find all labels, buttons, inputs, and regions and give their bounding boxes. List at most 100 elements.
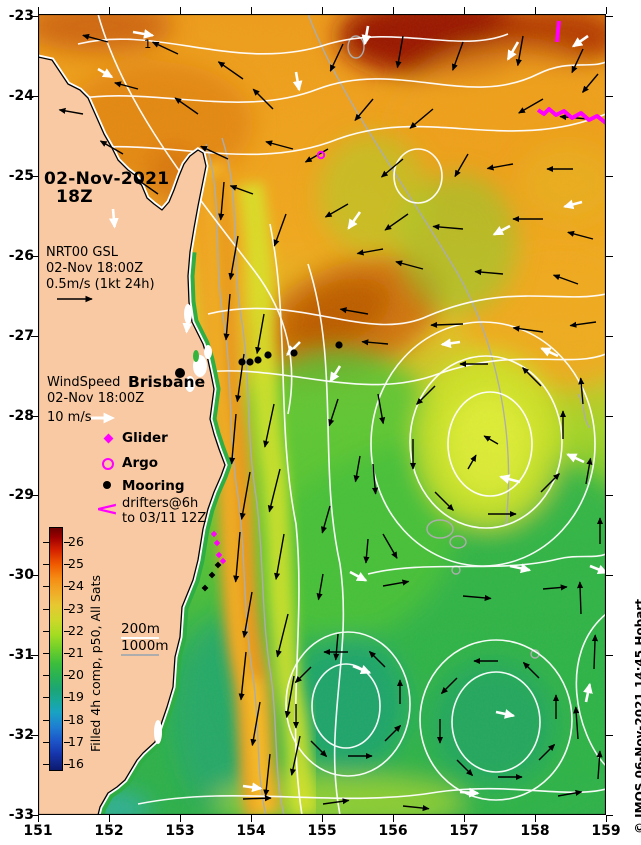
mooring-diamond-marker [201, 584, 209, 592]
gsl-time: 02-Nov 18:00Z [46, 261, 144, 276]
contour-value-label: 1 [144, 37, 152, 51]
plot-frame [37, 13, 607, 816]
wind-vector-arrow [97, 67, 114, 79]
colorbar-tick [64, 719, 70, 721]
current-vector-arrow [512, 325, 544, 333]
wind-vector-arrow [132, 29, 155, 39]
x-tick-top [464, 7, 465, 14]
x-tick-label: 154 [236, 823, 266, 839]
x-tick-top [606, 7, 607, 14]
y-tick-right [606, 735, 613, 737]
current-vector-arrow [474, 269, 504, 276]
drifter-streak [555, 20, 561, 43]
map-datetime-date: 02-Nov-2021 [44, 169, 170, 189]
current-vector-arrow [229, 185, 254, 195]
current-vector-arrow [316, 573, 324, 601]
current-vector-arrow [380, 158, 404, 178]
current-vector-arrow [585, 457, 593, 485]
colorbar-tick [43, 653, 49, 654]
gsl-scale: 0.5m/s (1kt 24h) [46, 277, 155, 292]
wind-vector-arrow [563, 199, 583, 210]
wind-vector-arrow [108, 208, 119, 229]
drifter-track [536, 107, 606, 125]
x-tick [606, 815, 607, 822]
y-tick-label: -28 [8, 407, 34, 424]
wind-vector-arrow [292, 71, 303, 92]
current-vector-arrow [250, 701, 261, 747]
wind-vector-arrow [492, 224, 511, 236]
y-tick-label: -30 [8, 567, 34, 584]
colorbar-tick-label: 26 [68, 534, 84, 549]
x-tick [464, 815, 465, 822]
wind-vector-arrow [540, 347, 559, 358]
colorbar-tick-label: 24 [68, 578, 84, 594]
x-tick [180, 815, 181, 822]
current-vector-arrow [294, 666, 312, 684]
current-vector-arrow [440, 677, 458, 695]
colorbar-tick [43, 741, 49, 743]
y-tick [31, 415, 38, 417]
depth-1000m-label: 1000m [121, 638, 169, 654]
wind-vector-arrow [440, 338, 461, 349]
wind-vector-arrow [571, 34, 589, 48]
wind-vector-arrow [352, 664, 372, 675]
current-vector-arrow [242, 795, 272, 802]
map-plot-area [37, 13, 607, 816]
current-vector-arrow [289, 735, 301, 776]
current-vector-arrow [223, 293, 231, 341]
depth-200m-label: 200m [121, 621, 160, 637]
current-vector-arrow [454, 153, 469, 178]
colorbar-title: Filled 4h comp, p50, All Sats [88, 575, 103, 752]
colorbar-tick [64, 586, 70, 588]
x-tick-top [38, 7, 39, 14]
city-label: Brisbane [128, 373, 206, 391]
x-tick-top [180, 7, 181, 14]
x-tick-top [393, 7, 394, 14]
current-vector-arrow [557, 789, 583, 797]
y-tick-right [606, 815, 613, 816]
current-vector-arrow [434, 491, 454, 511]
colorbar-tick [43, 675, 49, 677]
colorbar-tick-label: 25 [68, 556, 84, 572]
current-vector-arrow [324, 203, 349, 218]
drifter-legend-icon: < [95, 498, 119, 520]
current-vector-arrow [200, 145, 229, 160]
depth-200m-line [121, 637, 159, 639]
mooring-marker [335, 341, 343, 349]
current-vector-arrow [329, 43, 344, 72]
y-tick [31, 335, 38, 337]
current-vector-arrow [377, 393, 386, 425]
current-vector-arrow [99, 140, 124, 155]
colorbar-tick [43, 564, 49, 566]
x-tick [535, 815, 536, 822]
colorbar-tick [64, 653, 70, 654]
x-tick-label: 157 [449, 823, 479, 839]
map-datetime-hour: 18Z [56, 187, 93, 207]
current-vector-arrow [591, 634, 599, 670]
x-tick-label: 158 [520, 823, 550, 839]
current-vector-arrow [263, 403, 275, 448]
colorbar-tick [64, 675, 70, 677]
colorbar-tick-label: 16 [68, 756, 84, 771]
glider-legend-label: Glider [122, 430, 168, 446]
wind-vector-arrow [361, 25, 372, 46]
colorbar-tick [64, 564, 70, 566]
mooring-marker [238, 358, 246, 366]
wind-title: WindSpeed [47, 375, 121, 390]
current-vector-arrow [339, 307, 369, 315]
current-vector-arrow [284, 675, 295, 719]
current-vector-arrow [363, 538, 370, 564]
mooring-diamond-marker [208, 571, 216, 579]
x-tick-label: 151 [23, 823, 53, 839]
y-tick [31, 255, 38, 257]
current-vector-arrow [409, 108, 434, 129]
current-vector-arrow [304, 148, 329, 163]
current-vector-arrow [217, 61, 244, 80]
wind-vector-arrow [499, 474, 521, 484]
wind-scale-block: WindSpeed 02-Nov 18:00Z 10 m/s [47, 375, 144, 426]
current-vector-arrow [382, 579, 410, 587]
y-tick-label: -24 [8, 87, 34, 104]
current-vector-arrow [567, 230, 594, 240]
y-tick-right [606, 335, 613, 337]
